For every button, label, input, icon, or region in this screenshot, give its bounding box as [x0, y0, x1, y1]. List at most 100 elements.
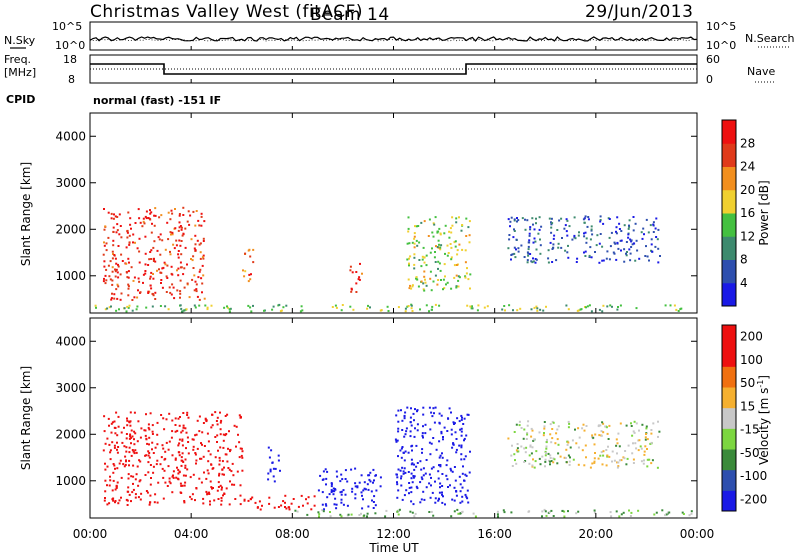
- data-cell: [646, 448, 648, 450]
- data-cell: [207, 472, 210, 475]
- data-cell: [335, 470, 338, 473]
- data-cell: [339, 491, 342, 494]
- data-cell: [111, 292, 113, 295]
- data-cell: [446, 281, 449, 284]
- data-cell: [238, 456, 241, 459]
- data-cell: [109, 479, 112, 482]
- data-cell: [318, 513, 321, 516]
- data-cell: [149, 501, 152, 504]
- data-cell: [198, 430, 201, 433]
- data-cell: [108, 424, 110, 427]
- data-cell: [460, 414, 463, 417]
- data-cell: [551, 222, 554, 225]
- data-cell: [563, 456, 566, 459]
- data-cell: [355, 291, 358, 293]
- data-cell: [183, 267, 186, 270]
- data-cell: [556, 428, 559, 431]
- data-cell: [351, 490, 354, 493]
- data-cell: [326, 496, 329, 499]
- data-cell: [247, 304, 250, 307]
- data-cell: [550, 509, 553, 512]
- data-cell: [620, 230, 623, 232]
- data-cell: [119, 298, 122, 301]
- data-cell: [452, 443, 455, 446]
- data-cell: [456, 417, 459, 420]
- data-cell: [279, 469, 281, 472]
- data-cell: [145, 413, 147, 416]
- data-cell: [466, 304, 469, 307]
- data-cell: [408, 492, 410, 495]
- data-cell: [185, 431, 188, 434]
- data-cell: [132, 488, 135, 491]
- data-cell: [632, 462, 635, 464]
- data-cell: [582, 218, 585, 221]
- data-cell: [442, 436, 444, 438]
- data-cell: [464, 493, 467, 496]
- data-cell: [428, 441, 431, 444]
- data-cell: [445, 464, 448, 467]
- data-cell: [632, 229, 635, 232]
- data-cell: [333, 490, 336, 493]
- data-cell: [272, 475, 275, 478]
- data-cell: [128, 446, 131, 449]
- data-cell: [629, 238, 632, 241]
- data-cell: [227, 447, 229, 450]
- data-cell: [597, 457, 600, 460]
- data-cell: [188, 296, 191, 299]
- data-cell: [330, 483, 333, 486]
- data-cell: [599, 424, 602, 427]
- data-cell: [104, 468, 107, 471]
- data-cell: [396, 439, 399, 442]
- data-cell: [202, 254, 205, 257]
- data-cell: [602, 450, 605, 453]
- data-cell: [239, 415, 242, 418]
- data-cell: [230, 470, 233, 473]
- data-cell: [582, 423, 585, 426]
- data-cell: [606, 454, 609, 457]
- data-cell: [584, 255, 587, 257]
- data-cell: [137, 496, 140, 499]
- data-cell: [612, 251, 615, 254]
- data-cell: [529, 445, 532, 448]
- data-cell: [449, 243, 452, 245]
- data-cell: [619, 422, 622, 425]
- data-cell: [585, 306, 587, 309]
- data-cell: [121, 260, 124, 262]
- data-cell: [125, 437, 128, 440]
- data-cell: [360, 491, 363, 494]
- data-cell: [218, 456, 221, 459]
- data-cell: [432, 514, 435, 517]
- data-cell: [432, 222, 435, 225]
- data-cell: [112, 231, 115, 233]
- data-cell: [458, 444, 461, 447]
- data-cell: [136, 247, 139, 250]
- data-cell: [229, 307, 232, 310]
- data-cell: [556, 462, 559, 465]
- data-cell: [527, 254, 530, 257]
- data-cell: [550, 441, 553, 444]
- data-cell: [167, 465, 170, 468]
- data-cell: [430, 467, 433, 470]
- data-cell: [444, 224, 447, 227]
- data-cell: [655, 217, 658, 220]
- data-cell: [566, 219, 569, 222]
- freq-label: Freq.: [4, 53, 31, 66]
- data-cell: [104, 479, 107, 482]
- data-cell: [523, 428, 526, 431]
- data-cell: [404, 450, 407, 453]
- data-cell: [455, 221, 458, 224]
- data-cell: [502, 509, 505, 512]
- data-cell: [611, 450, 614, 453]
- freq-unit: [MHz]: [4, 66, 36, 79]
- data-cell: [583, 429, 586, 432]
- data-cell: [137, 420, 140, 423]
- data-cell: [163, 261, 166, 264]
- data-cell: [584, 215, 587, 218]
- data-cell: [403, 417, 406, 420]
- data-cell: [416, 410, 418, 413]
- data-cell: [187, 210, 190, 213]
- data-cell: [449, 227, 452, 230]
- data-cell: [593, 511, 596, 514]
- data-cell: [450, 411, 452, 414]
- data-cell: [501, 308, 504, 311]
